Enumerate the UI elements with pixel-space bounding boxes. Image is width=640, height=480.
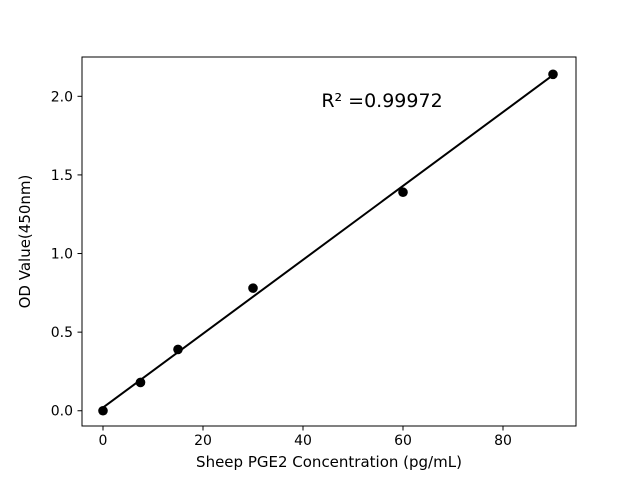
y-axis-label: OD Value(450nm) [16,175,34,309]
plot-border [81,56,577,427]
y-tick-label: 1.0 [51,247,73,263]
x-tick-label: 0 [99,433,108,449]
y-tick-label: 0.0 [51,404,73,420]
y-tick-label: 1.5 [51,168,73,184]
data-point [98,405,108,416]
x-tick-label: 40 [294,433,312,449]
fit-line [102,74,554,409]
x-tick-label: 20 [194,433,212,449]
data-point [173,344,183,355]
y-tick-label: 2.0 [51,89,73,105]
data-point [135,377,146,388]
y-tick-label: 0.5 [51,325,73,341]
x-tick-label: 80 [494,433,512,449]
data-point [248,283,258,293]
data-point [548,69,558,80]
r-squared-annotation: R² =0.99972 [321,90,442,112]
data-point [398,187,408,198]
x-tick-label: 60 [394,433,412,449]
x-axis-label: Sheep PGE2 Concentration (pg/mL) [196,453,462,471]
